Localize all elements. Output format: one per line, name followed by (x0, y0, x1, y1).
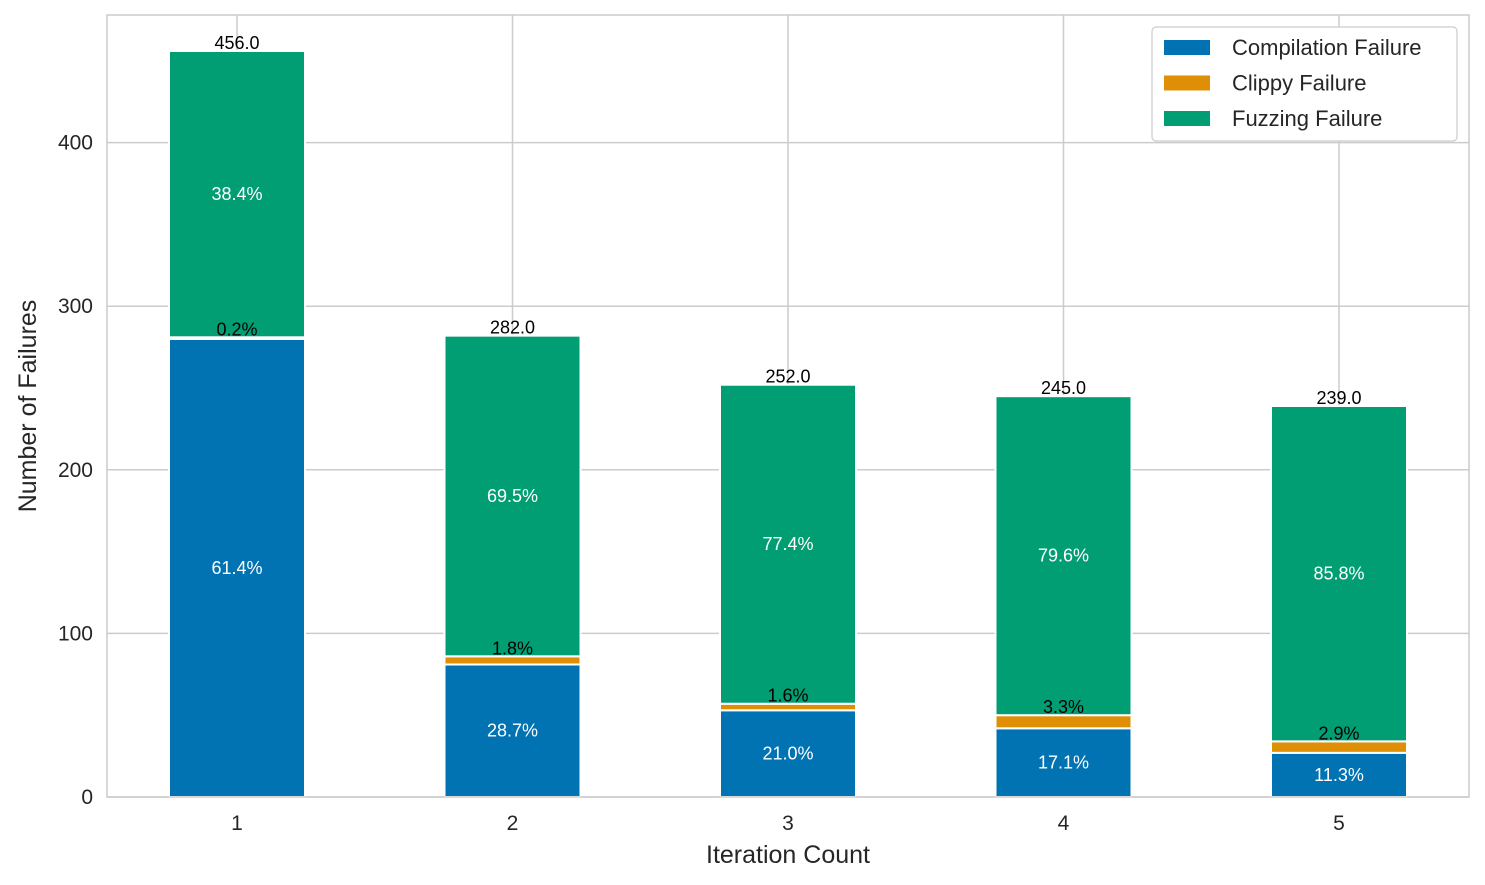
legend-swatch (1164, 40, 1210, 55)
legend-entry: Clippy Failure (1232, 71, 1367, 96)
segment-percent-label: 3.3% (1043, 697, 1084, 717)
total-labels: 456.0 282.0 252.0 245.0 239.0 (214, 33, 1361, 408)
legend-entry: Compilation Failure (1232, 35, 1422, 60)
segment-percent-label: 79.6% (1038, 546, 1089, 566)
y-tick-label: 100 (58, 622, 93, 645)
segment-percent-label: 21.0% (762, 744, 813, 764)
bar-segment (719, 383, 857, 705)
y-tick-label: 300 (58, 295, 93, 318)
segment-percent-label: 1.8% (492, 638, 533, 658)
legend-swatch (1164, 111, 1210, 126)
bar-segment (168, 49, 306, 339)
bar-segment (994, 727, 1133, 798)
y-tick-label: 200 (58, 459, 93, 482)
bar-segment (1270, 405, 1408, 743)
x-tick-label: 5 (1333, 812, 1345, 835)
segment-percent-label: 77.4% (762, 534, 813, 554)
legend: Compilation Failure Clippy Failure Fuzzing… (1151, 26, 1458, 142)
x-axis-label: Iteration Count (706, 841, 870, 869)
segment-percent-label: 2.9% (1318, 723, 1359, 743)
bar-total-label: 239.0 (1316, 388, 1361, 408)
y-tick-label: 0 (81, 786, 93, 809)
x-tick-labels: 1 2 3 4 5 (231, 812, 1345, 835)
bar-total-label: 456.0 (214, 33, 259, 53)
bars (168, 49, 1408, 799)
segment-percent-label: 28.7% (487, 721, 538, 741)
segment-percent-label: 38.4% (211, 184, 262, 204)
x-tick-label: 3 (782, 812, 794, 835)
segment-labels: 61.4% 0.2% 38.4% 28.7% 1.8% 69.5% 21.0% 1.6% 77.… (211, 184, 1364, 785)
legend-swatch (1164, 75, 1210, 91)
segment-percent-label: 61.4% (211, 558, 262, 578)
segment-percent-label: 85.8% (1313, 564, 1364, 584)
bar-segment (443, 334, 582, 658)
legend-box (1151, 26, 1458, 142)
segment-percent-label: 17.1% (1038, 753, 1089, 773)
y-tick-label: 400 (58, 132, 93, 155)
bar-total-label: 252.0 (765, 367, 810, 387)
bar-total-label: 282.0 (490, 318, 535, 338)
x-tick-label: 1 (231, 812, 243, 835)
segment-percent-label: 0.2% (216, 319, 257, 339)
bar-total-label: 245.0 (1041, 378, 1086, 398)
legend-entry: Fuzzing Failure (1232, 106, 1382, 131)
bar-segment (168, 337, 306, 798)
bar-segment (994, 395, 1133, 717)
plot-frame (106, 14, 1470, 798)
segment-percent-label: 69.5% (487, 486, 538, 506)
x-tick-label: 4 (1058, 812, 1070, 835)
x-tick-label: 2 (507, 812, 519, 835)
segment-percent-label: 1.6% (767, 686, 808, 706)
segment-percent-label: 11.3% (1314, 765, 1364, 785)
bar-segment (443, 663, 582, 798)
y-axis-label: Number of Failures (14, 300, 42, 513)
y-tick-labels: 0 100 200 300 400 (58, 132, 93, 809)
